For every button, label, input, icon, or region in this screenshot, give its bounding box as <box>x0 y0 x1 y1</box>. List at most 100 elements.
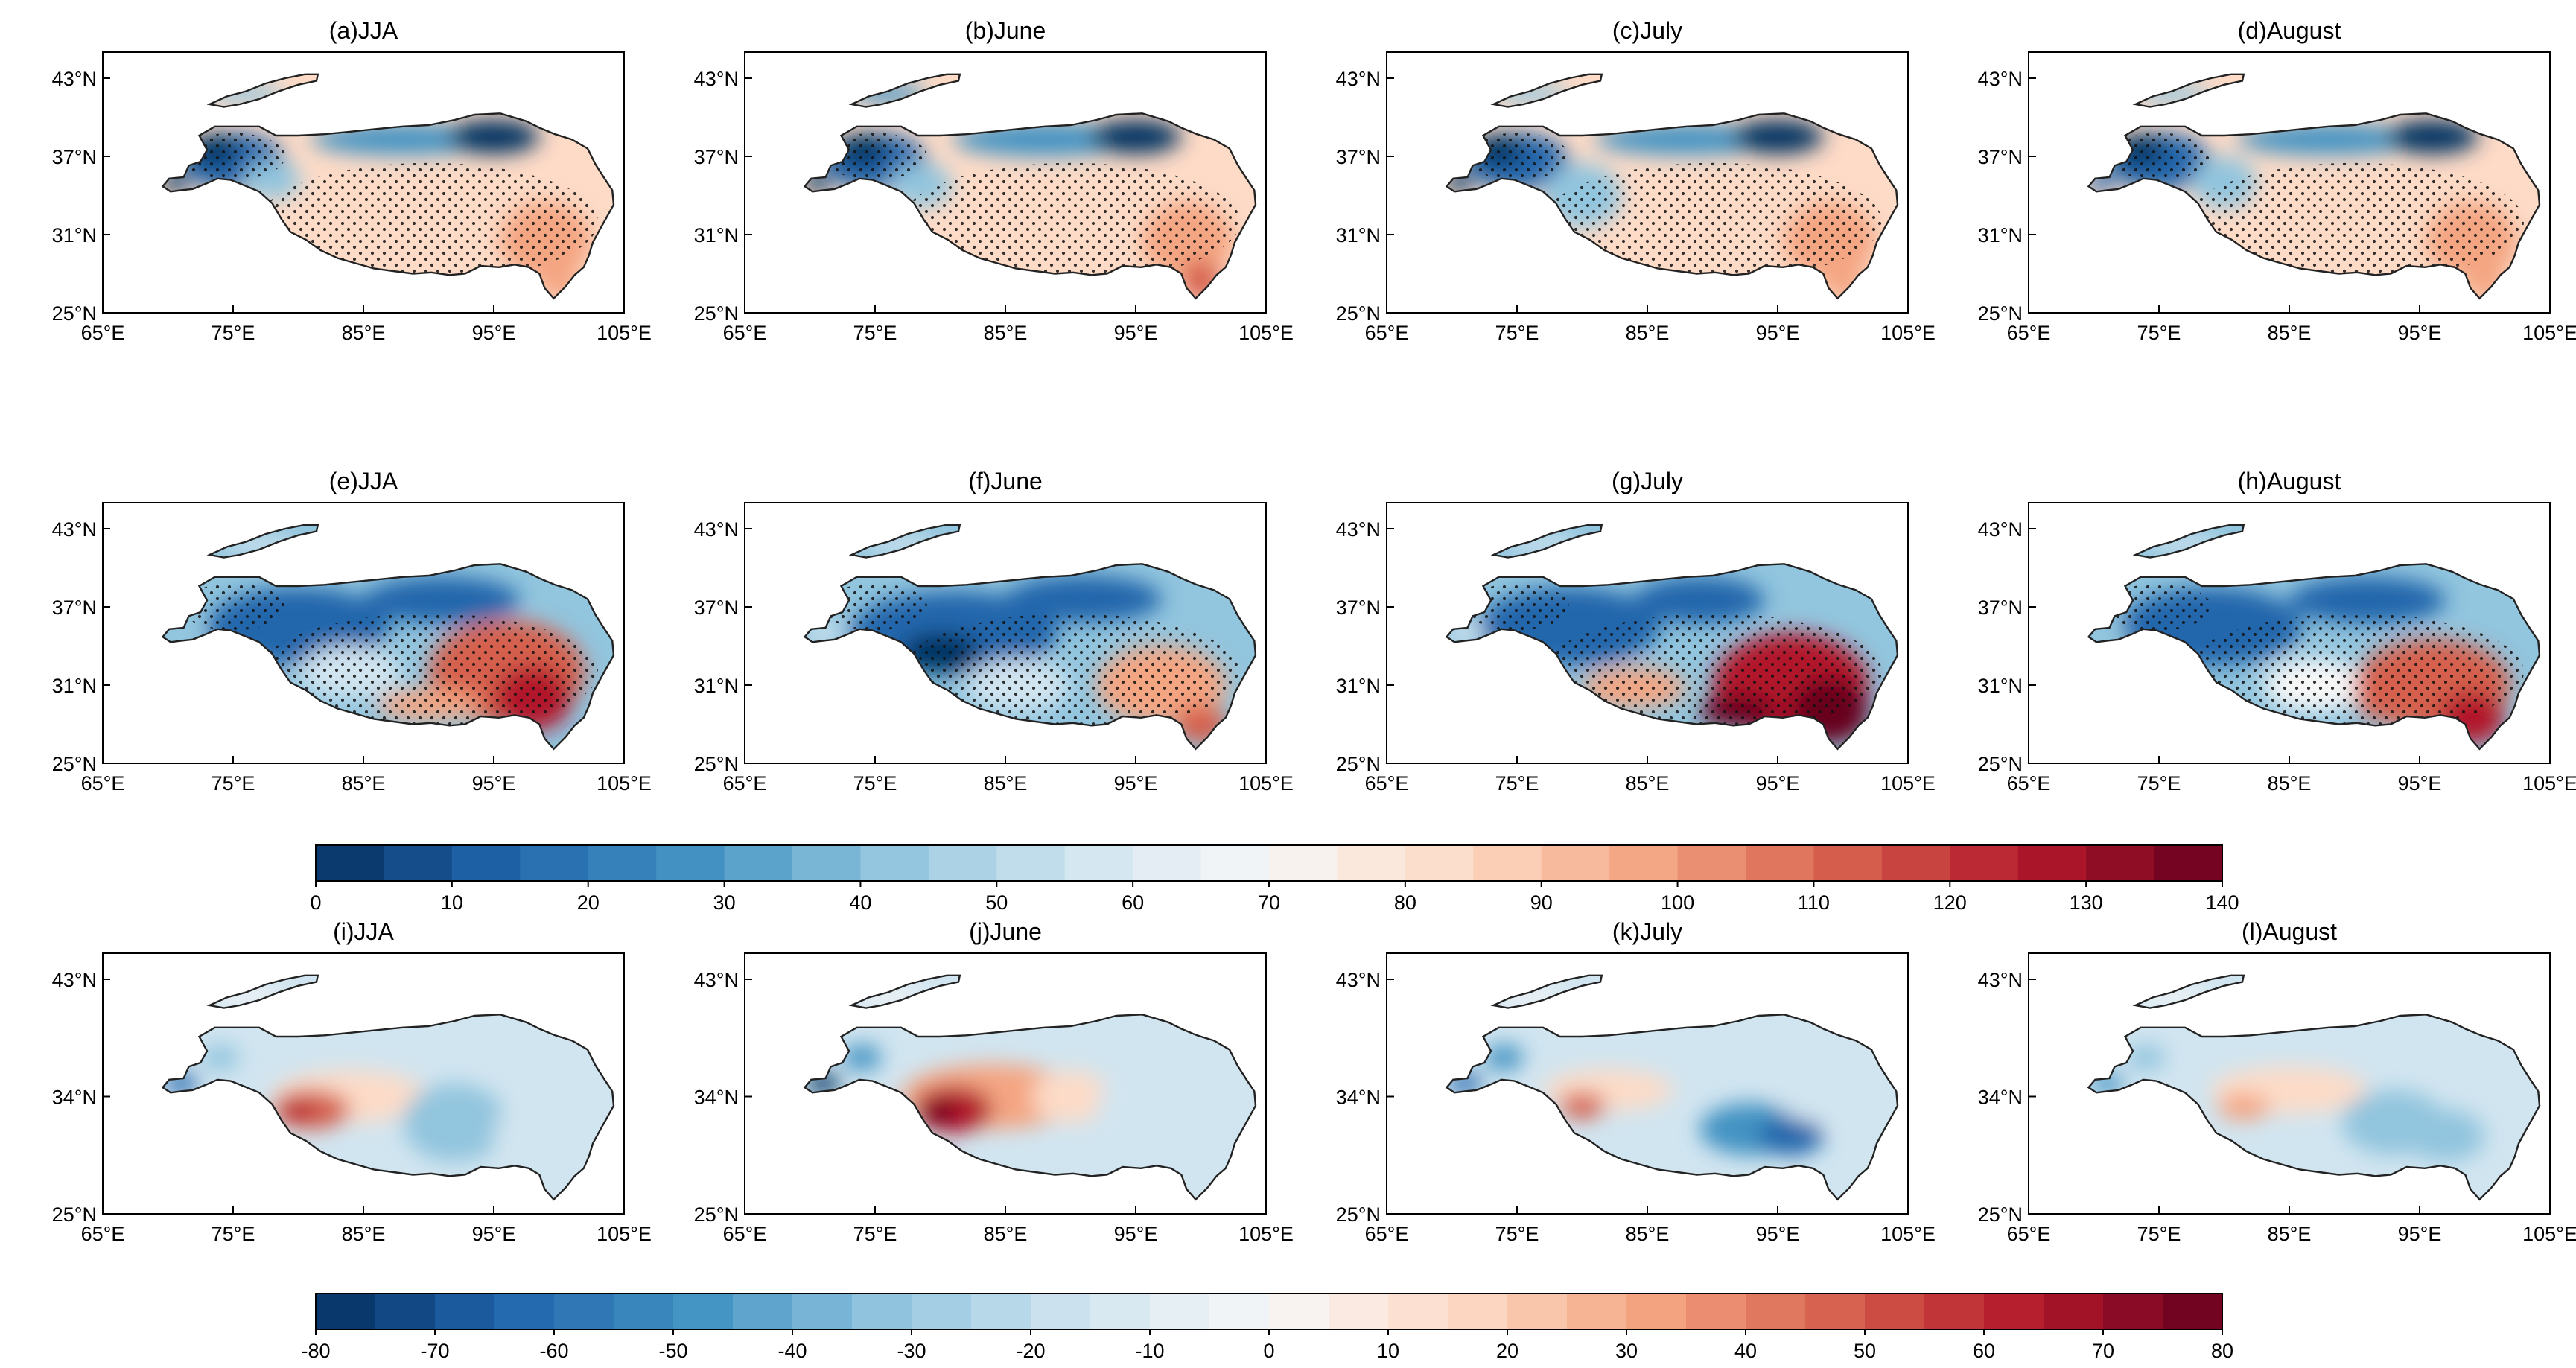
x-tick-label: 95°E <box>472 1223 516 1245</box>
colorbar-tick-label: 60 <box>1973 1340 1995 1362</box>
y-tick-label: 25°N <box>694 302 739 325</box>
colorbar-tick-label: 140 <box>2205 891 2239 914</box>
y-tick-label: 31°N <box>694 675 739 697</box>
panel-title: (i)JJA <box>333 918 394 945</box>
y-tick-label: 31°N <box>1978 224 2023 246</box>
x-tick-label: 95°E <box>2398 1223 2442 1245</box>
x-tick-label: 105°E <box>1238 772 1294 795</box>
x-tick-label: 105°E <box>2522 772 2576 795</box>
field-anomaly <box>924 1100 956 1124</box>
map-panel: (c)July 43°N 37°N 31°N 25°N65°E 75°E 85°E 95°E 1… <box>1336 17 1936 344</box>
field-fill <box>162 975 614 1200</box>
map-panel: (b)June 43°N 37°N 31°N 25°N65°E 75°E 85°E 95°E 1… <box>694 17 1294 344</box>
plateau-boundary <box>2087 112 2541 300</box>
x-tick-label: 105°E <box>1880 1223 1936 1245</box>
field-anomaly <box>2146 535 2224 554</box>
panel-title: (k)July <box>1612 918 1682 945</box>
map-panel: (d)August 43°N 37°N 31°N 25°N65°E 75°E 85°E 95°… <box>1978 17 2576 344</box>
colorbar-bin <box>673 1294 734 1329</box>
plateau-boundary <box>848 974 961 1009</box>
y-tick-label: 43°N <box>1978 969 2023 991</box>
plateau-boundary <box>803 1014 1257 1201</box>
colorbar-bin <box>451 845 521 881</box>
x-tick-label: 65°E <box>81 322 125 344</box>
plateau-boundary <box>161 563 615 751</box>
colorbar-bin <box>1686 1294 1746 1329</box>
y-tick-label: 43°N <box>1336 969 1381 991</box>
panel-title: (d)August <box>2238 17 2341 44</box>
y-tick-label: 43°N <box>1336 68 1381 90</box>
x-tick-label: 65°E <box>81 772 125 795</box>
y-tick-label: 25°N <box>694 1203 739 1226</box>
colorbar-bin <box>494 1294 555 1329</box>
colorbar-tick-label: 10 <box>441 891 463 914</box>
field-anomaly <box>1634 576 1765 624</box>
x-tick-label: 95°E <box>1756 772 1800 795</box>
colorbar-tick-label: 70 <box>2092 1340 2114 1362</box>
colorbar-bin <box>520 845 589 881</box>
field-anomaly <box>2289 576 2446 624</box>
colorbar-tick-label: -80 <box>301 1340 330 1362</box>
colorbar-bin <box>1329 1294 1389 1329</box>
colorbar-tick-label: 0 <box>310 891 321 914</box>
x-tick-label: 85°E <box>342 1223 386 1245</box>
x-tick-label: 85°E <box>984 322 1028 344</box>
y-tick-label: 34°N <box>694 1087 739 1109</box>
colorbar-bin <box>860 845 929 881</box>
y-tick-label: 25°N <box>1336 1203 1381 1226</box>
colorbar-bin <box>2086 845 2155 881</box>
plateau-boundary <box>1445 1014 1899 1201</box>
x-tick-label: 85°E <box>1626 1223 1670 1245</box>
plateau-boundary <box>2087 1014 2541 1201</box>
colorbars: 0 10 20 30 40 50 60 70 80 90 100 110 120 130 140-80 -70… <box>301 844 2239 1362</box>
y-tick-label: 34°N <box>1978 1087 2023 1109</box>
colorbar-bin <box>1269 845 1338 881</box>
colorbar-tick-label: 40 <box>849 891 871 914</box>
panel-title: (l)August <box>2242 918 2337 945</box>
field-anomaly <box>220 535 299 554</box>
colorbar-tick-label: 20 <box>1496 1340 1518 1362</box>
colorbar-bin <box>1473 845 1542 881</box>
y-tick-label: 43°N <box>1978 518 2023 541</box>
map-panel: (f)June 43°N 37°N 31°N 25°N65°E 75°E 85°E 95°E 1… <box>694 468 1294 795</box>
colorbar-bin <box>1507 1294 1568 1329</box>
colorbar-tick-label: 70 <box>1258 891 1280 914</box>
y-tick-label: 37°N <box>52 596 97 619</box>
x-tick-label: 95°E <box>1756 322 1800 344</box>
y-tick-label: 25°N <box>694 753 739 775</box>
panel-title: (c)July <box>1612 17 1682 44</box>
y-tick-label: 25°N <box>52 302 97 325</box>
plateau-boundary <box>848 73 961 108</box>
colorbar-bin <box>316 845 385 881</box>
y-tick-label: 25°N <box>52 753 97 775</box>
colorbar-tick-label: 30 <box>1615 1340 1638 1362</box>
field-anomaly <box>1484 1044 1524 1071</box>
field-fill <box>804 975 1256 1200</box>
colorbar-bin <box>316 1294 376 1329</box>
colorbar-tick-label: 50 <box>985 891 1008 914</box>
y-tick-label: 43°N <box>694 68 739 90</box>
x-tick-label: 95°E <box>472 772 516 795</box>
colorbar-bin <box>1984 1294 2044 1329</box>
colorbar-tick-label: 130 <box>2070 891 2103 914</box>
plateau-boundary <box>206 524 319 559</box>
colorbar-bin <box>1090 1294 1151 1329</box>
x-tick-label: 95°E <box>472 322 516 344</box>
x-tick-label: 65°E <box>1365 772 1409 795</box>
colorbar-bin <box>1567 1294 1627 1329</box>
plateau-boundary <box>2132 524 2245 559</box>
x-tick-label: 85°E <box>2268 772 2312 795</box>
y-tick-label: 25°N <box>1336 302 1381 325</box>
field-fill <box>2088 975 2540 1200</box>
colorbar-tick-label: 30 <box>713 891 736 914</box>
x-tick-label: 105°E <box>1880 772 1936 795</box>
colorbar-bin <box>375 1294 436 1329</box>
colorbar-bin <box>996 845 1066 881</box>
panel-title: (g)July <box>1612 468 1683 494</box>
field-anomaly <box>200 1044 240 1071</box>
y-tick-label: 31°N <box>1336 675 1381 697</box>
colorbar-bin <box>1541 845 1610 881</box>
colorbar-bin <box>2163 1294 2223 1329</box>
colorbar-bin <box>971 1294 1031 1329</box>
colorbar-tick-label: 80 <box>2211 1340 2233 1362</box>
